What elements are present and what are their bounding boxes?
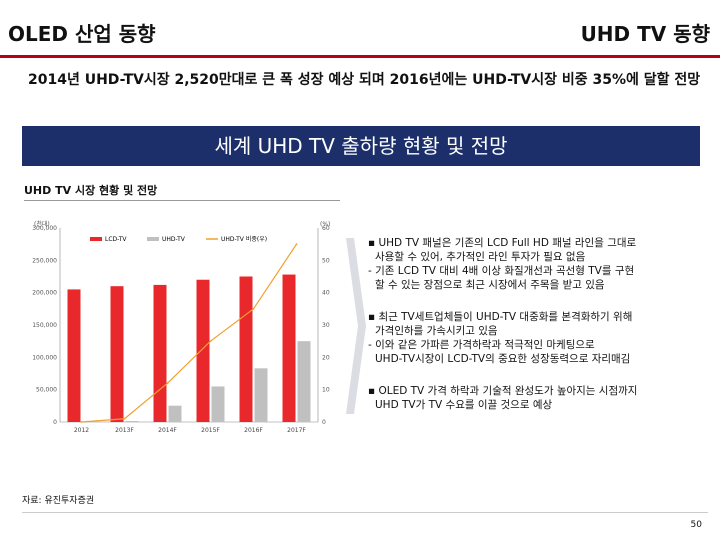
bar-lcd-tv: [67, 289, 81, 422]
legend-swatch-uhd: [147, 237, 159, 241]
x-tick-label: 2016F: [244, 427, 263, 434]
y-tick-left-label: 200,000: [32, 290, 57, 297]
y-tick-left-label: 150,000: [32, 322, 57, 329]
point-uhd-ratio: [80, 421, 83, 423]
source-note: 자료: 유진투자증권: [22, 496, 95, 506]
bullet-3-continuation: UHD TV가 TV 수요를 이끌 것으로 예상: [375, 399, 553, 411]
x-tick-label: 2012: [74, 427, 89, 434]
bar-lcd-tv: [239, 276, 253, 422]
header-divider: [0, 55, 720, 58]
arrow-shape: [346, 238, 366, 414]
y-tick-right-label: 50: [322, 257, 330, 264]
point-uhd-ratio: [166, 382, 169, 385]
y-tick-right-label: 20: [322, 354, 330, 361]
bullet-2-continuation: 가격인하를 가속시키고 있음: [375, 325, 498, 337]
y-axis-left-unit: (천대): [34, 220, 50, 228]
y-tick-right-label: 10: [322, 387, 330, 394]
bullet-1-sub-continuation: 할 수 있는 장점으로 최근 시장에서 주목을 받고 있음: [375, 279, 605, 291]
section-title-right: UHD TV 동향: [580, 22, 710, 46]
legend-label-ratio: UHD-TV 비중(우): [221, 235, 267, 243]
bullet-1-sub: - 기존 LCD TV 대비 4배 이상 화질개선과 곡선형 TV를 구현: [368, 265, 635, 277]
y-tick-left-label: 100,000: [32, 354, 57, 361]
bullet-3-text: ▪ OLED TV 가격 하락과 기술적 완성도가 높아지는 시점까지: [368, 385, 638, 397]
point-uhd-ratio: [295, 243, 298, 246]
footer-divider: [22, 512, 708, 513]
bullet-2-sub: - 이와 같은 가파른 가격하락과 적극적인 마케팅으로: [368, 339, 595, 351]
point-uhd-ratio: [252, 307, 255, 310]
y-tick-right-label: 60: [322, 225, 330, 232]
page-number: 50: [690, 520, 702, 530]
line-uhd-ratio: [81, 243, 297, 423]
bullet-list: ▪ UHD TV 패널은 기존의 LCD Full HD 패널 라인을 그대로 …: [368, 236, 704, 430]
point-uhd-ratio: [209, 340, 212, 343]
y-tick-right-label: 30: [322, 322, 330, 329]
bar-lcd-tv: [153, 284, 167, 422]
legend-swatch-lcd: [90, 237, 102, 241]
y-tick-right-label: 40: [322, 290, 330, 297]
bullet-2-sub-continuation: UHD-TV시장이 LCD-TV의 중요한 성장동력으로 자리매김: [375, 353, 631, 365]
bullet-1-continuation: 사용할 수 있어, 추가적인 라인 투자가 필요 없음: [375, 251, 586, 263]
y-axis-right-unit: (%): [320, 221, 330, 228]
x-tick-label: 2015F: [201, 427, 220, 434]
chart-title-divider: [24, 200, 340, 201]
headline: 2014년 UHD-TV시장 2,520만대로 큰 폭 성장 예상 되며 201…: [28, 72, 701, 88]
bullet-2-text: ▪ 최근 TV세트업체들이 UHD-TV 대중화를 본격화하기 위해: [368, 311, 633, 323]
bullet-block-3: ▪ OLED TV 가격 하락과 기술적 완성도가 높아지는 시점까지 UHD …: [368, 384, 704, 412]
chart-section-title: UHD TV 시장 현황 및 전망: [24, 184, 158, 197]
chart-legend: LCD-TV UHD-TV UHD-TV 비중(우): [90, 235, 267, 243]
y-tick-left-label: 0: [53, 419, 57, 426]
uhd-tv-shipment-chart: 0 50,000 100,000 150,000 200,000 250,000 300,0…: [32, 220, 330, 434]
x-tick-label: 2013F: [115, 427, 134, 434]
bar-lcd-tv: [196, 279, 210, 422]
y-tick-right-label: 0: [322, 419, 326, 426]
legend-label-uhd: UHD-TV: [162, 236, 186, 243]
bullet-block-2: ▪ 최근 TV세트업체들이 UHD-TV 대중화를 본격화하기 위해 가격인하를…: [368, 310, 704, 366]
bullet-1-text: ▪ UHD TV 패널은 기존의 LCD Full HD 패널 라인을 그대로: [368, 237, 637, 249]
x-tick-label: 2017F: [287, 427, 306, 434]
bullet-block-1: ▪ UHD TV 패널은 기존의 LCD Full HD 패널 라인을 그대로 …: [368, 236, 704, 292]
y-tick-left-label: 250,000: [32, 257, 57, 264]
bar-uhd-tv: [211, 386, 225, 422]
bar-uhd-tv: [168, 405, 182, 422]
bar-uhd-tv: [254, 368, 268, 422]
section-title-left: OLED 산업 동향: [8, 22, 156, 46]
bar-uhd-tv: [125, 421, 139, 422]
banner-title: 세계 UHD TV 출하량 현황 및 전망: [22, 126, 700, 166]
legend-label-lcd: LCD-TV: [105, 236, 127, 243]
x-tick-label: 2014F: [158, 427, 177, 434]
point-uhd-ratio: [123, 417, 126, 420]
bar-lcd-tv: [110, 286, 124, 422]
bar-lcd-tv: [282, 274, 296, 422]
bar-uhd-tv: [297, 341, 311, 422]
y-tick-left-label: 50,000: [36, 387, 57, 394]
y-tick-left-label: 300,000: [32, 225, 57, 232]
